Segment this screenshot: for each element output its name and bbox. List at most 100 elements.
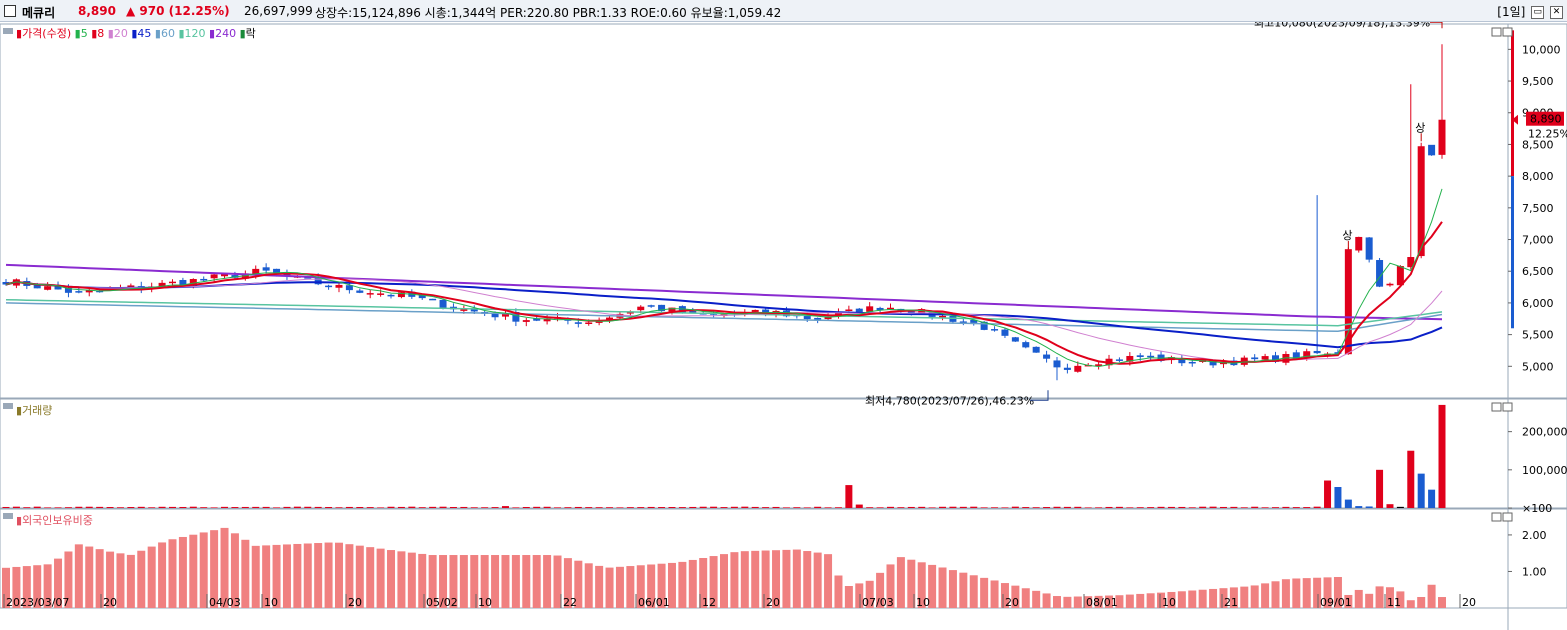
legend-ma-45: ▮45 bbox=[131, 27, 155, 40]
foreign-bar bbox=[54, 558, 63, 608]
foreign-bar bbox=[720, 554, 728, 608]
foreign-bar bbox=[1167, 591, 1176, 608]
foreign-bar bbox=[251, 545, 260, 608]
volume-y-tick-label: 100,000 bbox=[1522, 464, 1567, 477]
legend-ma-20: ▮20 bbox=[107, 27, 132, 40]
foreign-bar bbox=[1333, 576, 1342, 608]
volume-bar bbox=[85, 506, 93, 508]
foreign-bar bbox=[803, 551, 812, 608]
foreign-bar bbox=[85, 546, 94, 608]
foreign-bar bbox=[969, 575, 978, 608]
volume-bar bbox=[1219, 506, 1227, 508]
foreign-bar bbox=[532, 555, 541, 608]
foreign-bar bbox=[324, 542, 333, 608]
volume-bar bbox=[116, 507, 124, 508]
foreign-bar bbox=[22, 566, 31, 608]
foreign-bar bbox=[43, 564, 52, 608]
volume-bar bbox=[179, 506, 187, 508]
x-tick-label: 07/03 bbox=[862, 596, 894, 609]
last-price-label: 8,890 bbox=[1530, 113, 1562, 126]
volume-bar bbox=[564, 507, 572, 508]
foreign-bar bbox=[2, 567, 10, 608]
foreign-bar bbox=[1417, 596, 1426, 608]
stock-name: 메큐리 bbox=[22, 6, 56, 20]
x-tick-label: 12 bbox=[702, 596, 716, 609]
foreign-bar bbox=[345, 544, 354, 608]
foreign-bar bbox=[168, 539, 177, 608]
candle-body bbox=[158, 282, 166, 288]
volume-bar bbox=[595, 507, 603, 508]
volume-bar bbox=[658, 507, 666, 508]
foreign-bar bbox=[605, 567, 614, 608]
candle-body bbox=[939, 315, 947, 318]
foreign-bar bbox=[1115, 595, 1124, 608]
candle-body bbox=[335, 284, 343, 288]
volume-bar bbox=[699, 506, 707, 508]
maximize-icon[interactable]: ▭ bbox=[1531, 6, 1545, 19]
foreign-bar bbox=[657, 563, 666, 608]
candle-body bbox=[1053, 360, 1061, 368]
volume-bar bbox=[1209, 506, 1217, 508]
volume-bar bbox=[1011, 506, 1019, 508]
x-tick-label: 20 bbox=[1462, 596, 1476, 609]
foreign-bar bbox=[855, 583, 864, 608]
volume-bar bbox=[1313, 506, 1321, 508]
volume-bar bbox=[1438, 404, 1446, 508]
volume-bar bbox=[148, 507, 156, 508]
high-arrow bbox=[1430, 22, 1443, 29]
volume-bar bbox=[637, 507, 645, 508]
x-tick-label: 10 bbox=[916, 596, 930, 609]
x-tick-label: 08/01 bbox=[1086, 596, 1118, 609]
volume-bar bbox=[1001, 507, 1009, 508]
volume-bar bbox=[137, 506, 145, 508]
candle-body bbox=[1396, 266, 1404, 286]
candle-body bbox=[658, 304, 666, 312]
price-legend: ▮가격(수정) ▮5 ▮8 ▮20 ▮45 ▮60 ▮120 ▮240 ▮락 bbox=[16, 27, 256, 40]
x-tick-label: 2023/03/07 bbox=[6, 596, 69, 609]
volume-bar bbox=[1417, 473, 1425, 508]
candle-body bbox=[678, 306, 686, 313]
foreign-bar bbox=[1136, 593, 1145, 608]
close-icon[interactable]: ✕ bbox=[1550, 6, 1563, 19]
foreign-bar bbox=[178, 536, 187, 608]
candle-body bbox=[834, 311, 842, 316]
foreign-bar bbox=[917, 562, 926, 608]
candle-body bbox=[512, 312, 520, 322]
foreign-bar bbox=[314, 543, 323, 608]
volume-bar bbox=[824, 507, 832, 508]
volume-bar bbox=[1157, 506, 1165, 508]
range-bar-up bbox=[1511, 30, 1514, 177]
period-selector[interactable]: [1일] bbox=[1497, 5, 1526, 19]
foreign-bar bbox=[1375, 586, 1384, 608]
candle-body bbox=[273, 268, 281, 274]
foreign-bar bbox=[522, 555, 531, 608]
candle-body bbox=[314, 277, 322, 285]
volume-bar bbox=[335, 507, 343, 508]
foreign-bar bbox=[449, 555, 458, 608]
volume-bar bbox=[449, 506, 457, 508]
volume-bar bbox=[491, 507, 499, 508]
volume-bar bbox=[1324, 480, 1332, 508]
ma-legend: ▮5 ▮8 ▮20 ▮45 ▮60 ▮120 ▮240 bbox=[75, 27, 240, 40]
volume-bar bbox=[710, 506, 718, 508]
ma-5-line bbox=[5, 188, 1443, 368]
up-arrow-icon: ▲ bbox=[126, 4, 136, 18]
foreign-bar bbox=[397, 551, 406, 608]
foreign-bar bbox=[418, 553, 427, 608]
foreign-bar bbox=[928, 564, 937, 608]
volume-y-tick-label: 200,000 bbox=[1522, 426, 1567, 439]
candle-body bbox=[876, 307, 884, 311]
volume-bar bbox=[1261, 507, 1269, 508]
candle-body bbox=[262, 267, 270, 271]
candle-body bbox=[1115, 359, 1123, 361]
current-price: 8,890 bbox=[78, 4, 116, 18]
candle-body bbox=[2, 281, 10, 285]
select-checkbox[interactable] bbox=[4, 5, 16, 17]
candle-body bbox=[439, 299, 447, 309]
candle-body bbox=[179, 279, 187, 286]
candle-body bbox=[637, 306, 645, 311]
candle-body bbox=[1022, 342, 1030, 348]
legend-foreign: 외국인보유비중 bbox=[22, 514, 93, 527]
volume-bar bbox=[1251, 506, 1259, 508]
volume-bar bbox=[980, 507, 988, 508]
